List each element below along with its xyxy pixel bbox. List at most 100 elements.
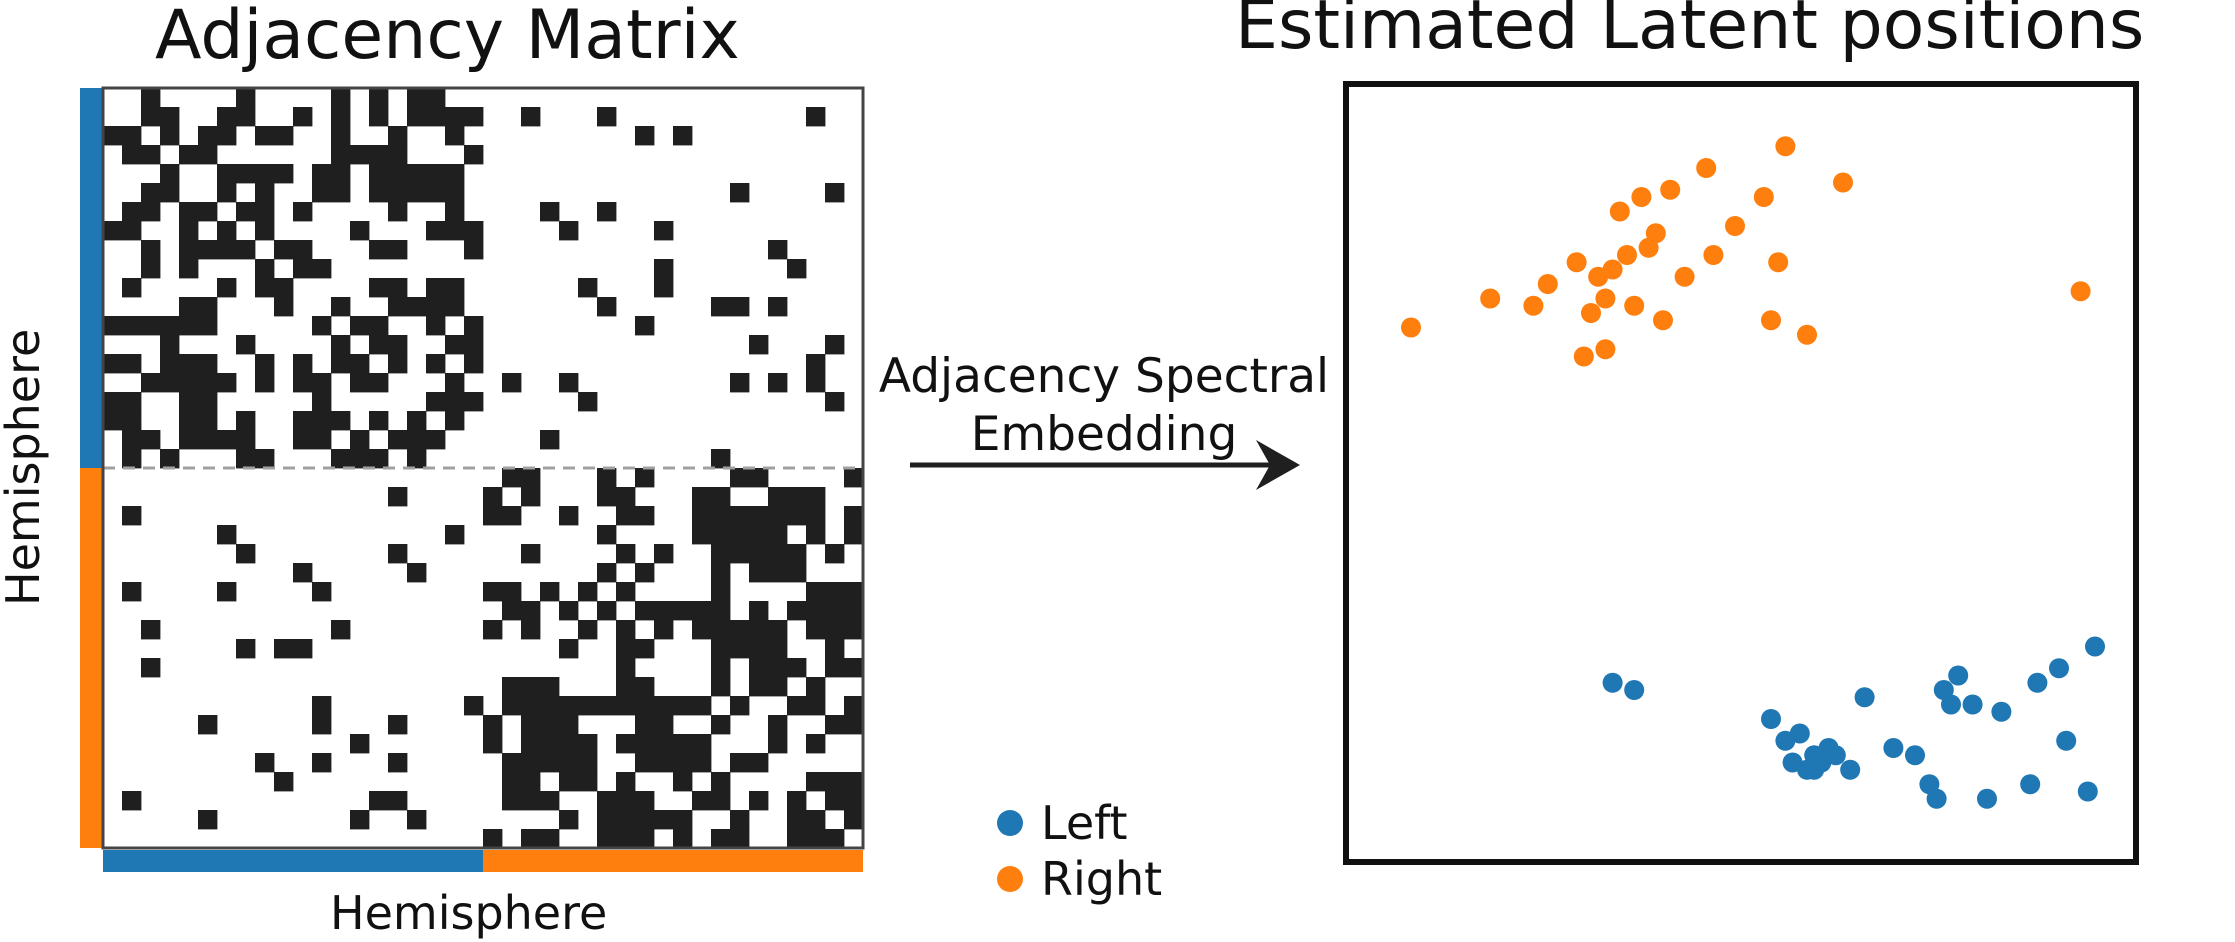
- matrix-cell: [483, 487, 503, 507]
- matrix-cell: [635, 563, 655, 583]
- matrix-cell: [768, 563, 788, 583]
- matrix-cell: [369, 411, 389, 431]
- matrix-cell: [122, 411, 142, 431]
- matrix-cell: [806, 601, 826, 621]
- matrix-cell: [426, 107, 446, 127]
- matrix-cell: [369, 316, 389, 336]
- arrow-label: Adjacency Spectral Embedding: [866, 348, 1342, 464]
- matrix-cell: [806, 373, 826, 393]
- matrix-cell: [369, 164, 389, 184]
- scatter-point-right: [1797, 324, 1817, 345]
- matrix-cell: [388, 335, 408, 355]
- matrix-cell: [388, 183, 408, 203]
- scatter-point-left: [1624, 680, 1645, 700]
- matrix-cell: [388, 753, 408, 773]
- matrix-cell: [122, 582, 142, 602]
- matrix-cell: [806, 525, 826, 545]
- matrix-cell: [768, 525, 788, 545]
- matrix-cell: [616, 639, 636, 659]
- matrix-cell: [654, 278, 674, 298]
- matrix-cell: [711, 487, 731, 507]
- scatter-point-left: [1905, 745, 1925, 766]
- matrix-cell: [825, 582, 845, 602]
- matrix-cell: [844, 620, 864, 640]
- matrix-cell: [426, 297, 446, 317]
- matrix-cell: [350, 449, 370, 469]
- matrix-cell: [578, 772, 598, 792]
- matrix-cell: [844, 468, 864, 488]
- matrix-cell: [217, 525, 237, 545]
- matrix-cell: [293, 563, 313, 583]
- matrix-cell: [787, 563, 807, 583]
- matrix-cell: [293, 373, 313, 393]
- matrix-cell: [711, 677, 731, 697]
- arrow-head: [1256, 440, 1300, 490]
- matrix-cell: [616, 791, 636, 811]
- matrix-cell: [350, 316, 370, 336]
- scatter-point-right: [1573, 346, 1594, 367]
- scatter-point-right: [1768, 252, 1789, 273]
- arrow-label-line1: Adjacency Spectral: [878, 349, 1330, 404]
- matrix-cell: [388, 715, 408, 735]
- legend-left-marker: [997, 810, 1023, 836]
- matrix-cell: [179, 430, 199, 450]
- scatter-point-left: [1804, 759, 1825, 780]
- matrix-cell: [730, 525, 750, 545]
- matrix-cell: [198, 316, 218, 336]
- matrix-cell: [464, 221, 484, 241]
- matrix-cell: [388, 297, 408, 317]
- matrix-cell: [635, 715, 655, 735]
- scatter-point-left: [2027, 672, 2048, 693]
- matrix-cell: [141, 240, 161, 260]
- matrix-cell: [160, 183, 180, 203]
- matrix-cell: [616, 582, 636, 602]
- matrix-cell: [483, 829, 503, 849]
- matrix-cell: [407, 107, 427, 127]
- matrix-cell: [217, 126, 237, 146]
- matrix-cell: [160, 126, 180, 146]
- matrix-cell: [426, 316, 446, 336]
- matrix-cell: [198, 202, 218, 222]
- scatter-point-right: [1581, 303, 1601, 323]
- matrix-cell: [768, 715, 788, 735]
- legend-item-left: Left: [997, 795, 1162, 851]
- matrix-cell: [844, 658, 864, 678]
- scatter-point-left: [2049, 658, 2069, 679]
- matrix-cell: [787, 658, 807, 678]
- matrix-cell: [274, 164, 294, 184]
- matrix-cell: [635, 677, 655, 697]
- matrix-cell: [426, 278, 446, 298]
- matrix-cell: [806, 487, 826, 507]
- scatter-point-left: [2056, 730, 2077, 751]
- matrix-cell: [236, 107, 256, 127]
- matrix-cell: [787, 791, 807, 811]
- matrix-cell: [825, 335, 845, 355]
- matrix-cell: [844, 696, 864, 716]
- matrix-cell: [312, 316, 332, 336]
- matrix-cell: [616, 620, 636, 640]
- matrix-cell: [502, 601, 522, 621]
- matrix-cell: [331, 620, 351, 640]
- scatter-point-left: [1883, 738, 1904, 758]
- matrix-cell: [312, 715, 332, 735]
- legend-left-label: Left: [1041, 796, 1128, 850]
- matrix-cell: [141, 107, 161, 127]
- matrix-cell: [635, 639, 655, 659]
- matrix-cell: [312, 696, 332, 716]
- matrix-cell: [540, 430, 560, 450]
- matrix-cell: [293, 354, 313, 374]
- matrix-cell: [388, 354, 408, 374]
- matrix-cell: [559, 734, 579, 754]
- matrix-cell: [331, 107, 351, 127]
- matrix-cell: [559, 810, 579, 830]
- matrix-cell: [597, 297, 617, 317]
- scatter-point-left: [1926, 788, 1947, 809]
- matrix-cell: [711, 449, 731, 469]
- matrix-cell: [787, 487, 807, 507]
- matrix-cell: [198, 373, 218, 393]
- matrix-cell: [730, 183, 750, 203]
- matrix-cell: [236, 449, 256, 469]
- matrix-cell: [217, 183, 237, 203]
- matrix-cell: [103, 126, 123, 146]
